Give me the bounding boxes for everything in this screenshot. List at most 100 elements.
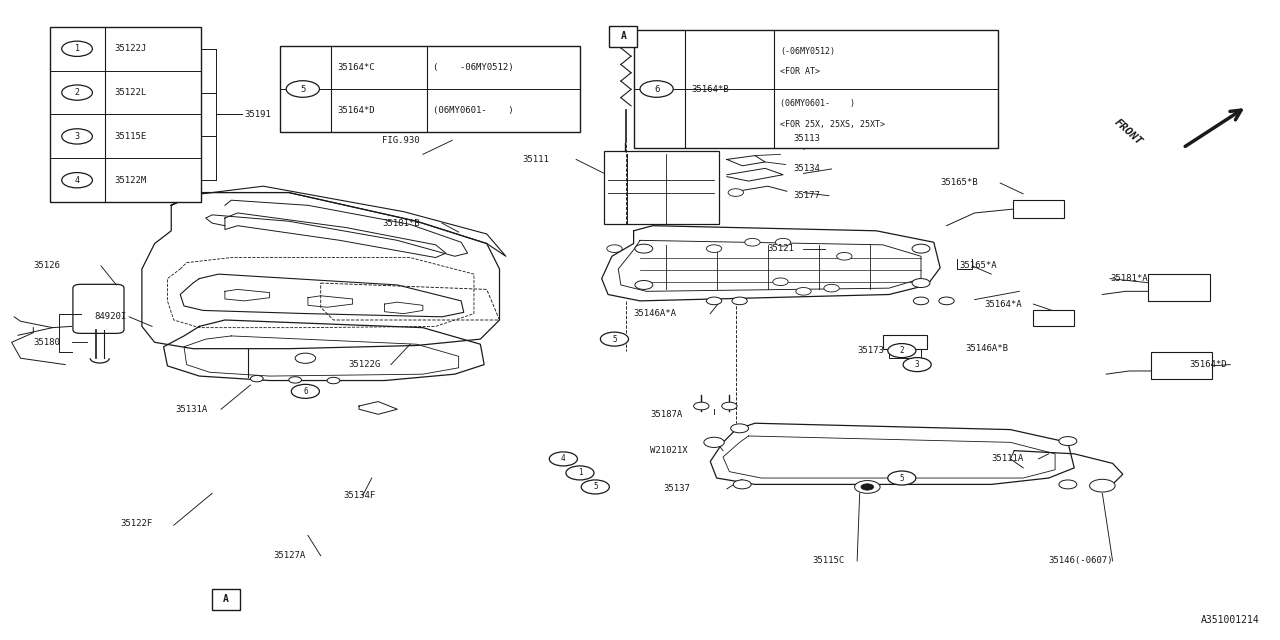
Text: 35113: 35113 xyxy=(794,134,820,143)
Circle shape xyxy=(581,480,609,494)
Circle shape xyxy=(913,278,931,287)
Bar xyxy=(1012,200,1064,218)
Circle shape xyxy=(635,244,653,253)
Circle shape xyxy=(837,252,852,260)
Text: 35164*A: 35164*A xyxy=(984,300,1023,308)
Text: 35137: 35137 xyxy=(663,484,690,493)
Text: 5: 5 xyxy=(300,84,306,93)
Text: (-06MY0512): (-06MY0512) xyxy=(781,47,836,56)
Circle shape xyxy=(914,297,929,305)
Text: 35146(-0607): 35146(-0607) xyxy=(1048,556,1114,565)
Circle shape xyxy=(938,297,954,305)
Bar xyxy=(609,26,637,47)
Text: 35177: 35177 xyxy=(794,191,820,200)
Text: W21021X: W21021X xyxy=(650,446,687,455)
Text: A: A xyxy=(621,31,626,42)
Text: 35131A: 35131A xyxy=(175,404,207,413)
Text: 5: 5 xyxy=(612,335,617,344)
Circle shape xyxy=(776,239,791,246)
Text: 1: 1 xyxy=(74,44,79,53)
Circle shape xyxy=(61,129,92,144)
Text: FRONT: FRONT xyxy=(1112,117,1144,147)
Circle shape xyxy=(296,353,316,364)
Text: 35134F: 35134F xyxy=(344,491,376,500)
Circle shape xyxy=(289,377,302,383)
Text: (06MY0601-    ): (06MY0601- ) xyxy=(433,106,513,115)
Bar xyxy=(280,46,580,132)
Circle shape xyxy=(566,466,594,480)
Text: <FOR AT>: <FOR AT> xyxy=(781,67,820,76)
Circle shape xyxy=(707,245,722,252)
Circle shape xyxy=(824,284,840,292)
Text: 35122F: 35122F xyxy=(120,520,152,529)
Text: 35173: 35173 xyxy=(858,346,884,355)
Text: 35122G: 35122G xyxy=(348,360,381,369)
Text: 35180: 35180 xyxy=(33,338,60,347)
Circle shape xyxy=(251,376,264,382)
Text: 6: 6 xyxy=(654,84,659,93)
Circle shape xyxy=(773,278,788,285)
FancyBboxPatch shape xyxy=(73,284,124,333)
Text: 4: 4 xyxy=(74,176,79,185)
Circle shape xyxy=(732,297,748,305)
Text: 4: 4 xyxy=(561,454,566,463)
Circle shape xyxy=(904,358,932,372)
Circle shape xyxy=(1059,436,1076,445)
Circle shape xyxy=(888,344,916,358)
Text: 35164*C: 35164*C xyxy=(338,63,375,72)
Text: 5: 5 xyxy=(900,474,904,483)
Bar xyxy=(634,30,997,148)
Bar xyxy=(50,27,201,202)
Text: (06MY0601-    ): (06MY0601- ) xyxy=(781,99,855,108)
Bar xyxy=(1148,274,1210,301)
Circle shape xyxy=(61,41,92,56)
Circle shape xyxy=(731,424,749,433)
Circle shape xyxy=(745,239,760,246)
Circle shape xyxy=(728,189,744,196)
Circle shape xyxy=(694,402,709,410)
Circle shape xyxy=(861,484,874,490)
Circle shape xyxy=(733,480,751,489)
Circle shape xyxy=(707,297,722,305)
Circle shape xyxy=(635,280,653,289)
Text: 5: 5 xyxy=(593,483,598,492)
Text: 35134: 35134 xyxy=(794,164,820,173)
Text: 35122L: 35122L xyxy=(114,88,146,97)
Text: 1: 1 xyxy=(577,468,582,477)
Text: 35165*A: 35165*A xyxy=(959,261,997,270)
Text: 35181*B: 35181*B xyxy=(381,219,420,228)
Text: 35122J: 35122J xyxy=(114,44,146,53)
Text: 2: 2 xyxy=(900,346,904,355)
Text: <FOR 25X, 25XS, 25XT>: <FOR 25X, 25XS, 25XT> xyxy=(781,120,886,129)
Circle shape xyxy=(722,402,737,410)
Circle shape xyxy=(549,452,577,466)
Circle shape xyxy=(61,85,92,100)
Text: 35146A*B: 35146A*B xyxy=(965,344,1009,353)
Text: FIG.930: FIG.930 xyxy=(381,136,420,145)
Circle shape xyxy=(888,471,916,485)
Bar xyxy=(212,589,241,610)
Bar xyxy=(883,335,928,349)
Circle shape xyxy=(328,378,340,384)
Text: 35181*A: 35181*A xyxy=(1110,274,1148,283)
Text: 35111: 35111 xyxy=(522,155,549,164)
Text: 84920I: 84920I xyxy=(95,312,127,321)
Circle shape xyxy=(1059,480,1076,489)
Text: 35191: 35191 xyxy=(244,110,271,119)
Text: 35126: 35126 xyxy=(33,261,60,270)
Text: 35164*D: 35164*D xyxy=(1189,360,1226,369)
Circle shape xyxy=(704,437,724,447)
Text: 35127A: 35127A xyxy=(274,551,306,560)
Text: 35164*D: 35164*D xyxy=(338,106,375,115)
Circle shape xyxy=(913,244,931,253)
Circle shape xyxy=(640,81,673,97)
Text: 35121: 35121 xyxy=(768,244,795,253)
Text: 35146A*A: 35146A*A xyxy=(634,309,677,318)
Text: 35187A: 35187A xyxy=(650,410,682,419)
Circle shape xyxy=(61,173,92,188)
Text: 3: 3 xyxy=(74,132,79,141)
Circle shape xyxy=(607,245,622,252)
Bar xyxy=(604,151,719,225)
Text: 35111A: 35111A xyxy=(991,454,1024,463)
Circle shape xyxy=(1089,479,1115,492)
